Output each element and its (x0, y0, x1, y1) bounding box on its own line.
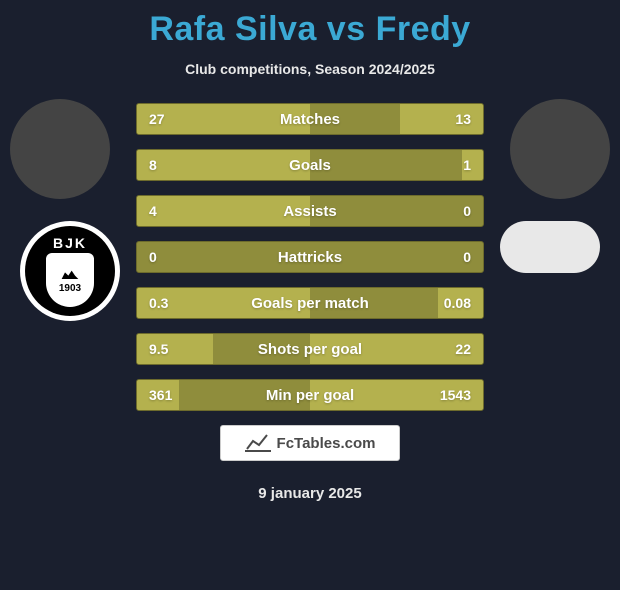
club-right-logo (500, 221, 600, 273)
club-left-logo: BJK 1903 (20, 221, 120, 321)
stat-label: Assists (283, 203, 336, 220)
chart-icon (245, 433, 271, 453)
stat-value-right: 0.08 (444, 295, 471, 311)
club-initials: BJK (53, 235, 87, 251)
stat-row: 4 Assists 0 (136, 195, 484, 227)
stat-row: 9.5 Shots per goal 22 (136, 333, 484, 365)
stat-value-right: 0 (463, 249, 471, 265)
bar-fill-left (137, 150, 310, 180)
player-left-avatar (10, 99, 110, 199)
stat-row: 8 Goals 1 (136, 149, 484, 181)
stat-label: Min per goal (266, 387, 354, 404)
stat-label: Goals per match (251, 295, 369, 312)
brand-text: FcTables.com (277, 435, 376, 452)
comparison-card: Rafa Silva vs Fredy Club competitions, S… (0, 10, 620, 590)
stat-label: Goals (289, 157, 331, 174)
content-area: BJK 1903 27 Matches 13 8 Goals 1 4 Assists 0 0 Hat… (0, 103, 620, 411)
stat-row: 0 Hattricks 0 (136, 241, 484, 273)
stat-row: 361 Min per goal 1543 (136, 379, 484, 411)
stat-value-left: 361 (149, 387, 172, 403)
date-label: 9 january 2025 (0, 485, 620, 502)
stat-value-left: 0 (149, 249, 157, 265)
stat-label: Matches (280, 111, 340, 128)
subtitle: Club competitions, Season 2024/2025 (0, 61, 620, 77)
page-title: Rafa Silva vs Fredy (0, 10, 620, 49)
stat-value-right: 22 (455, 341, 471, 357)
eagle-icon (60, 267, 80, 281)
stat-label: Hattricks (278, 249, 342, 266)
stat-value-right: 1 (463, 157, 471, 173)
stat-value-right: 13 (455, 111, 471, 127)
club-year: 1903 (59, 283, 81, 294)
stat-row: 0.3 Goals per match 0.08 (136, 287, 484, 319)
stat-label: Shots per goal (258, 341, 362, 358)
stat-value-right: 1543 (440, 387, 471, 403)
stat-bars: 27 Matches 13 8 Goals 1 4 Assists 0 0 Hattricks 0 0.… (136, 103, 484, 411)
brand-badge[interactable]: FcTables.com (220, 425, 400, 461)
bjk-badge: BJK 1903 (25, 226, 115, 316)
stat-value-left: 9.5 (149, 341, 168, 357)
club-shield: 1903 (46, 253, 94, 307)
stat-row: 27 Matches 13 (136, 103, 484, 135)
stat-value-left: 0.3 (149, 295, 168, 311)
stat-value-left: 4 (149, 203, 157, 219)
stat-value-left: 8 (149, 157, 157, 173)
stat-value-left: 27 (149, 111, 165, 127)
player-right-avatar (510, 99, 610, 199)
stat-value-right: 0 (463, 203, 471, 219)
